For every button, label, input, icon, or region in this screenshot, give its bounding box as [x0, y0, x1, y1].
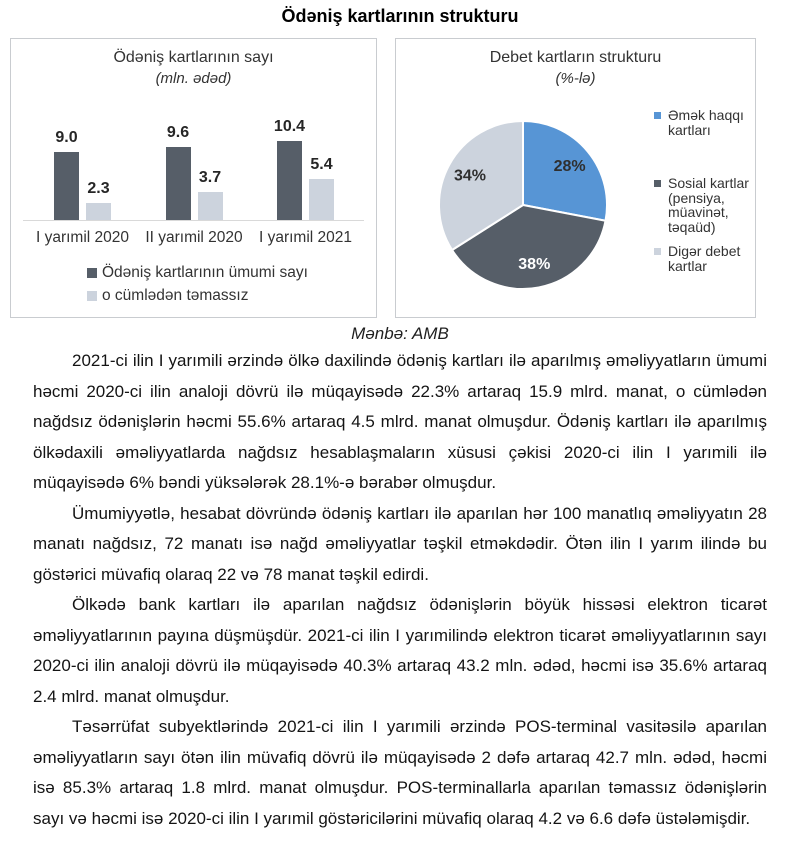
bar-chart-panel: Ödəniş kartlarının sayı (mln. ədəd) I ya… — [10, 38, 377, 318]
pie-slice-label: 34% — [454, 167, 486, 184]
bar-chart-subtitle: (mln. ədəd) — [155, 70, 232, 87]
pie-chart-subtitle: (%-lə) — [555, 70, 596, 87]
legend-item-label: Sosial kartlar (pensiya, müavinət, təqaü… — [668, 175, 749, 236]
legend-marker-icon — [654, 180, 661, 187]
bar-value-label: 5.4 — [310, 156, 333, 173]
legend-marker-icon — [87, 291, 97, 301]
body-text: 2021-ci ilin I yarımili ərzində ölkə dax… — [33, 346, 767, 834]
body-paragraph: 2021-ci ilin I yarımili ərzində ölkə dax… — [33, 351, 767, 492]
legend-marker-icon — [87, 268, 97, 278]
pie-chart-title: Debet kartların strukturu — [489, 49, 662, 66]
bar-total — [54, 152, 79, 220]
pie-slice-label: 28% — [554, 158, 586, 175]
bar-value-label: 3.7 — [198, 169, 222, 186]
pie-slice — [522, 120, 608, 222]
pie-slice — [438, 120, 524, 252]
source-note: Mənbə: AMB — [351, 324, 449, 343]
legend-item-label: Əmək haqqı kartları — [668, 107, 744, 138]
legend-item: Digər debet kartlar — [654, 244, 752, 273]
pie-slice-label: 38% — [518, 256, 550, 273]
bar-value-label: 9.0 — [55, 129, 78, 146]
body-paragraph: Ümumiyyətlə, hesabat dövründə ödəniş kar… — [33, 503, 767, 584]
bar-value-label: 10.4 — [273, 118, 306, 135]
pie-chart-panel: Debet kartların strukturu (%-lə) 28% 38% 3… — [395, 38, 756, 318]
bar-chart-title: Ödəniş kartlarının sayı — [113, 49, 274, 66]
pie-chart: 28% 38% 34% — [438, 120, 608, 290]
bar-contactless — [197, 192, 223, 220]
x-axis-line — [23, 220, 364, 221]
legend-marker-icon — [654, 112, 661, 119]
bar-category-label: II yarımil 2020 — [145, 229, 243, 246]
legend-item-label: Digər debet kartlar — [668, 243, 741, 274]
legend-item: Ödəniş kartlarının ümumi sayı — [87, 264, 308, 282]
bar-value-label: 2.3 — [87, 180, 110, 197]
legend-item-label: o cümlədən təmassız — [102, 287, 249, 304]
page-title: Ödəniş kartlarının strukturu — [281, 6, 519, 26]
bar-contactless — [309, 179, 334, 220]
bar-total — [277, 141, 302, 220]
legend-item: o cümlədən təmassız — [87, 287, 248, 305]
bar-value-label: 9.6 — [166, 124, 190, 141]
bar-category-label: I yarımil 2021 — [258, 229, 353, 246]
bar-category-label: I yarımil 2020 — [35, 229, 130, 246]
legend-item: Sosial kartlar (pensiya, müavinət, təqaü… — [654, 176, 752, 235]
legend-item: Əmək haqqı kartları — [654, 108, 752, 137]
legend-item-label: Ödəniş kartlarının ümumi sayı — [102, 264, 308, 281]
bar-contactless — [86, 203, 111, 220]
body-paragraph: Təsərrüfat subyektlərində 2021-ci ilin I… — [33, 717, 767, 828]
body-paragraph: Ölkədə bank kartları ilə aparılan nağdsı… — [33, 595, 767, 706]
bar-total — [165, 147, 191, 220]
legend-marker-icon — [654, 248, 661, 255]
